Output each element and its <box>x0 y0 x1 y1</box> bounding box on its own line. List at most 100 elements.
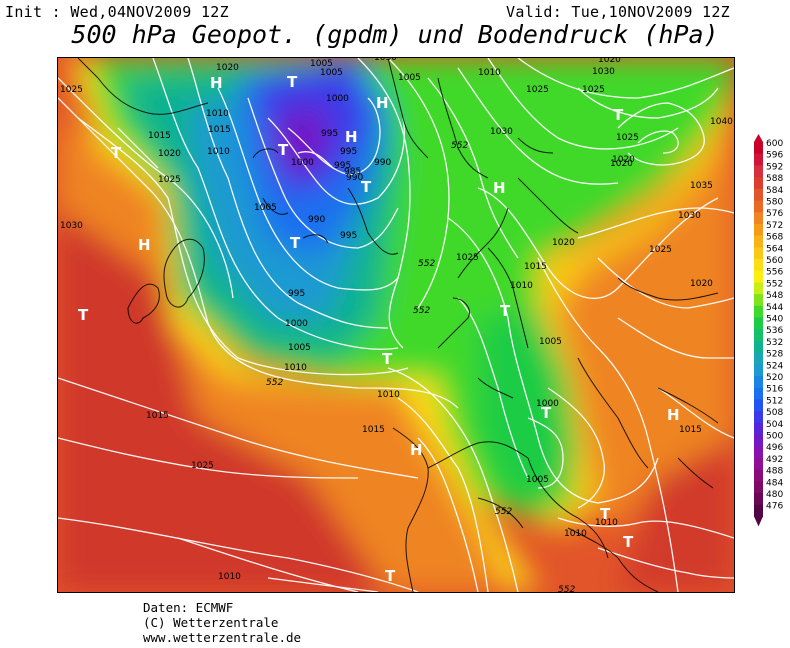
geopotential-label: 552 <box>495 507 512 517</box>
high-pressure-marker: H <box>376 94 389 112</box>
pressure-label: 1025 <box>456 253 479 263</box>
pressure-label: 985 <box>344 167 361 177</box>
scale-swatch <box>754 376 763 389</box>
scale-tick-label: 500 <box>766 432 783 442</box>
scale-tick-label: 548 <box>766 291 783 301</box>
pressure-label: 1025 <box>158 175 181 185</box>
pressure-label: 1020 <box>216 63 239 73</box>
scale-swatch <box>754 282 763 295</box>
geopotential-label: 552 <box>451 141 468 151</box>
high-pressure-marker: H <box>210 74 223 92</box>
pressure-label: 1000 <box>326 94 349 104</box>
geopotential-label: 552 <box>418 259 435 269</box>
copyright: (C) Wetterzentrale <box>143 615 279 630</box>
scale-tick-label: 484 <box>766 478 783 488</box>
pressure-label: 1005 <box>320 68 343 78</box>
pressure-label: 1010 <box>206 109 229 119</box>
low-pressure-marker: T <box>290 234 301 252</box>
pressure-label: 1020 <box>552 238 575 248</box>
pressure-label: 1010 <box>478 68 501 78</box>
website: www.wetterzentrale.de <box>143 630 302 645</box>
scale-tick-label: 588 <box>766 174 783 184</box>
pressure-label: 995 <box>321 129 338 139</box>
pressure-label: 1000 <box>291 158 314 168</box>
low-pressure-marker: T <box>500 302 511 320</box>
pressure-label: 1005 <box>310 59 333 69</box>
scale-swatch <box>754 434 763 447</box>
weather-map: 1020 1005 1005 1010 1015 1020 1025 1015 … <box>57 57 735 593</box>
pressure-label: 1005 <box>288 343 311 353</box>
scale-tick-label: 532 <box>766 338 783 348</box>
low-pressure-marker: T <box>111 144 122 162</box>
pressure-label: 1030 <box>592 67 615 77</box>
scale-top-arrow <box>754 134 763 142</box>
scale-swatch <box>754 493 763 506</box>
scale-tick-label: 580 <box>766 198 783 208</box>
pressure-label: 1010 <box>595 518 618 528</box>
scale-tick-label: 576 <box>766 209 783 219</box>
scale-tick-label: 524 <box>766 361 783 371</box>
pressure-label: 1010 <box>564 529 587 539</box>
pressure-label: 1010 <box>218 572 241 582</box>
color-scale-legend: 600 596 592 588 584 580 576 572 568 564 560 556 552 5… <box>754 134 790 533</box>
low-pressure-marker: T <box>278 141 289 159</box>
scale-tick-label: 540 <box>766 315 783 325</box>
scale-tick-label: 516 <box>766 385 783 395</box>
scale-tick-label: 496 <box>766 443 783 453</box>
scale-tick-label: 552 <box>766 279 783 289</box>
scale-tick-label: 584 <box>766 186 783 196</box>
scale-tick-label: 544 <box>766 303 783 313</box>
scale-swatch <box>754 481 763 494</box>
scale-swatch <box>754 364 763 377</box>
low-pressure-marker: T <box>623 533 634 551</box>
scale-tick-label: 480 <box>766 490 783 500</box>
scale-swatch <box>754 317 763 330</box>
geopotential-label: 552 <box>558 585 575 592</box>
pressure-label: 990 <box>374 158 391 168</box>
scale-tick-label: 572 <box>766 221 783 231</box>
pressure-label: 1005 <box>539 337 562 347</box>
low-pressure-marker: T <box>600 505 611 523</box>
pressure-label: 1025 <box>616 133 639 143</box>
pressure-label: 995 <box>288 289 305 299</box>
high-pressure-marker: H <box>493 179 506 197</box>
scale-swatch <box>754 399 763 412</box>
scale-tick-label: 492 <box>766 455 783 465</box>
scale-tick-label: 564 <box>766 244 783 254</box>
pressure-label: 990 <box>346 173 363 183</box>
scale-swatch <box>754 329 763 342</box>
low-pressure-marker: T <box>385 567 396 585</box>
scale-swatch <box>754 340 763 354</box>
pressure-label: 1010 <box>284 363 307 373</box>
scale-tick-label: 504 <box>766 420 783 430</box>
pressure-label: 1020 <box>690 279 713 289</box>
scale-tick-label: 592 <box>766 162 783 172</box>
pressure-label: 1025 <box>191 461 214 471</box>
high-pressure-marker: H <box>345 128 358 146</box>
pressure-label: 1015 <box>148 131 171 141</box>
scale-swatch <box>754 411 763 424</box>
pressure-label: 1000 <box>285 319 308 329</box>
scale-swatch <box>754 387 763 400</box>
pressure-label: 1030 <box>678 211 701 221</box>
pressure-label: 990 <box>308 215 325 225</box>
init-time: Init : Wed,04NOV2009 12Z <box>5 3 229 21</box>
scale-swatch <box>754 504 763 517</box>
scale-swatch <box>754 223 763 237</box>
pressure-label: 1010 <box>377 390 400 400</box>
pressure-label: 1025 <box>582 85 605 95</box>
scale-swatch <box>754 457 763 471</box>
pressure-label: 1000 <box>536 399 559 409</box>
valid-time: Valid: Tue,10NOV2009 12Z <box>506 3 730 21</box>
geopotential-label: 552 <box>266 378 283 388</box>
high-pressure-marker: H <box>410 441 423 459</box>
pressure-label: 1015 <box>208 125 231 135</box>
scale-swatch <box>754 247 763 260</box>
scale-tick-label: 568 <box>766 233 783 243</box>
low-pressure-marker: T <box>361 178 372 196</box>
scale-tick-label: 560 <box>766 256 783 266</box>
scale-tick-label: 488 <box>766 467 783 477</box>
scale-bottom-arrow <box>754 516 763 527</box>
pressure-label: 1005 <box>398 73 421 83</box>
pressure-label: 1015 <box>362 425 385 435</box>
